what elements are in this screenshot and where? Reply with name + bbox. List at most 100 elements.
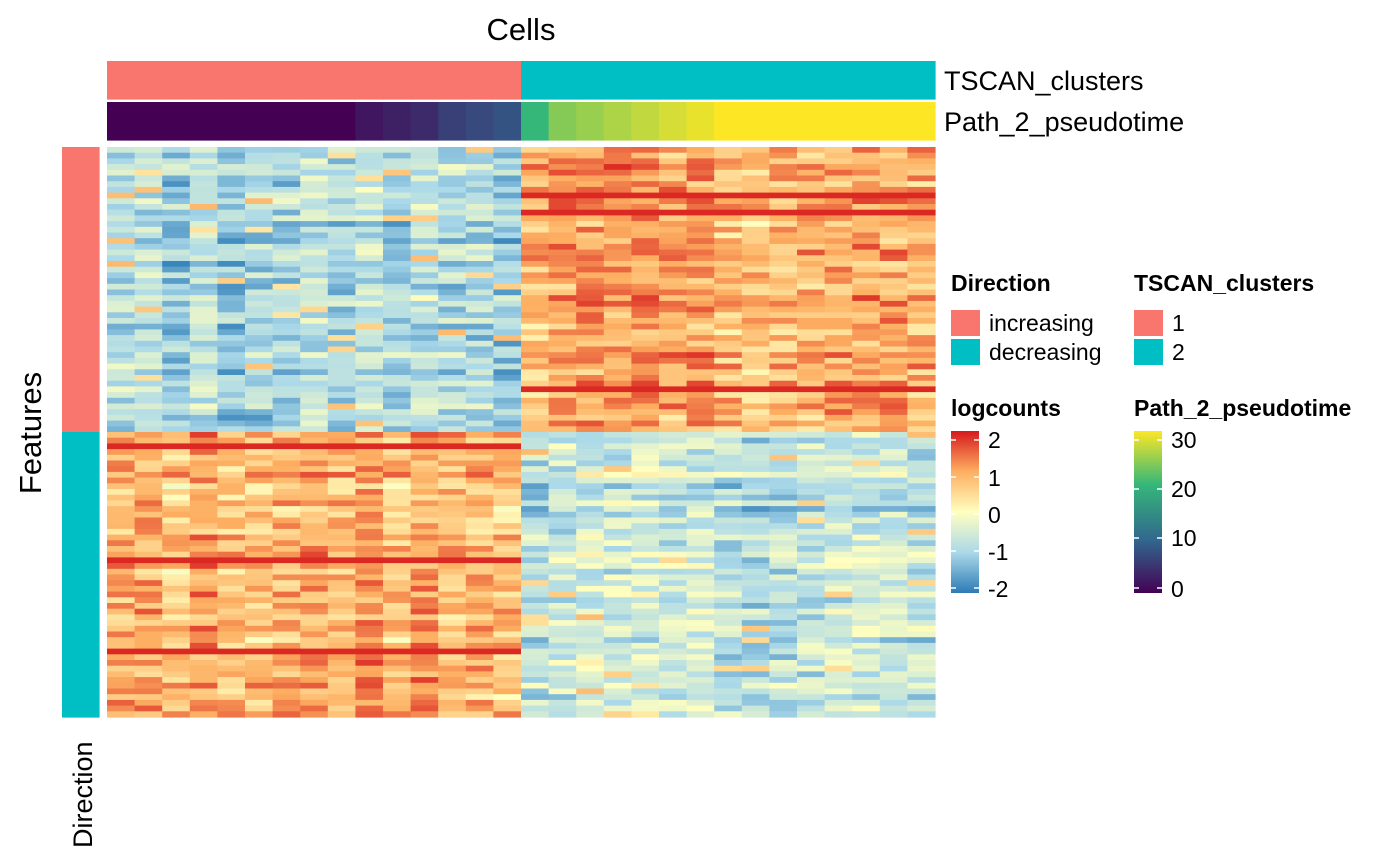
heatmap-cell: [576, 323, 605, 330]
heatmap-cell: [907, 494, 936, 501]
heatmap-cell: [631, 688, 660, 695]
heatmap-cell: [686, 243, 715, 251]
heatmap-cell: [300, 403, 329, 410]
heatmap-cell: [741, 426, 770, 433]
heatmap-cell: [824, 198, 853, 205]
heatmap-cell: [383, 158, 412, 165]
heatmap-cell: [631, 340, 660, 348]
heatmap-cell: [714, 466, 743, 473]
heatmap-cell: [217, 255, 246, 262]
heatmap-cell: [521, 238, 550, 245]
heatmap-cell: [907, 642, 936, 650]
heatmap-cell: [217, 283, 246, 291]
heatmap-cell: [659, 283, 688, 291]
heatmap-cell: [631, 625, 660, 633]
cluster-annotation-cell: [107, 61, 136, 100]
heatmap-cell: [162, 306, 191, 313]
heatmap-cell: [189, 204, 218, 211]
heatmap-cell: [686, 540, 715, 547]
heatmap-cell: [879, 283, 908, 291]
heatmap-cell: [631, 221, 660, 228]
heatmap-cell: [714, 306, 743, 313]
heatmap-cell: [714, 625, 743, 633]
heatmap-cell: [189, 147, 218, 154]
heatmap-cell: [769, 318, 798, 325]
heatmap-cell: [189, 551, 218, 558]
heatmap-cell: [383, 620, 412, 627]
heatmap-cell: [659, 147, 688, 154]
heatmap-cell: [189, 677, 218, 684]
heatmap-cell: [300, 574, 329, 581]
heatmap-cell: [686, 574, 715, 581]
heatmap-cell: [300, 169, 329, 177]
heatmap-cell: [300, 312, 329, 319]
heatmap-cell: [741, 226, 770, 234]
heatmap-cell: [355, 620, 384, 627]
heatmap-cell: [272, 528, 301, 536]
heatmap-cell: [162, 335, 191, 342]
heatmap-cell: [438, 169, 467, 177]
heatmap-cell: [493, 181, 522, 188]
heatmap-cell: [603, 528, 632, 536]
heatmap-cell: [659, 546, 688, 553]
heatmap-cell: [521, 318, 550, 325]
heatmap-cell: [907, 506, 936, 513]
heatmap-cell: [300, 243, 329, 251]
heatmap-cell: [603, 688, 632, 695]
heatmap-cell: [548, 215, 577, 222]
heatmap-cell: [327, 449, 356, 456]
heatmap-cell: [631, 620, 660, 627]
heatmap-cell: [521, 489, 550, 496]
heatmap-cell: [410, 597, 439, 604]
heatmap-cell: [300, 249, 329, 256]
heatmap-cell: [300, 409, 329, 416]
heatmap-cell: [410, 500, 439, 507]
heatmap-cell: [603, 671, 632, 678]
heatmap-cell: [603, 192, 632, 199]
heatmap-cell: [438, 272, 467, 279]
heatmap-cell: [327, 221, 356, 228]
heatmap-cell: [327, 443, 356, 450]
heatmap-cell: [659, 551, 688, 558]
heatmap-cell: [741, 329, 770, 336]
heatmap-cell: [410, 164, 439, 171]
pseudotime-tick-label: 20: [1171, 476, 1197, 502]
heatmap-cell: [576, 580, 605, 587]
heatmap-cell: [272, 699, 301, 707]
heatmap-cell: [410, 511, 439, 519]
heatmap-cell: [383, 483, 412, 490]
heatmap-cell: [907, 523, 936, 530]
heatmap-cell: [907, 568, 936, 576]
heatmap-cell: [659, 204, 688, 211]
heatmap-cell: [769, 568, 798, 576]
heatmap-cell: [410, 648, 439, 655]
heatmap-cell: [162, 654, 191, 661]
heatmap-body: [107, 147, 936, 718]
heatmap-cell: [493, 352, 522, 359]
heatmap-cell: [438, 443, 467, 450]
heatmap-cell: [576, 506, 605, 513]
heatmap-cell: [576, 523, 605, 530]
heatmap-cell: [245, 614, 274, 621]
direction-legend-title: Direction: [951, 270, 1051, 296]
heatmap-cell: [300, 204, 329, 211]
heatmap-cell: [438, 392, 467, 399]
heatmap-cell: [686, 523, 715, 530]
heatmap-cell: [217, 614, 246, 621]
logcounts-legend-gradient: [951, 431, 979, 593]
heatmap-cell: [879, 625, 908, 633]
heatmap-cell: [769, 397, 798, 405]
heatmap-cell: [300, 705, 329, 712]
heatmap-cell: [879, 209, 908, 216]
heatmap-cell: [548, 186, 577, 194]
heatmap-cell: [438, 278, 467, 285]
heatmap-cell: [383, 528, 412, 536]
heatmap-cell: [493, 255, 522, 262]
heatmap-cell: [741, 169, 770, 177]
heatmap-cell: [355, 540, 384, 547]
heatmap-cell: [245, 477, 274, 484]
heatmap-cell: [824, 426, 853, 433]
heatmap-cell: [300, 660, 329, 667]
heatmap-cell: [659, 272, 688, 279]
heatmap-cell: [410, 483, 439, 490]
